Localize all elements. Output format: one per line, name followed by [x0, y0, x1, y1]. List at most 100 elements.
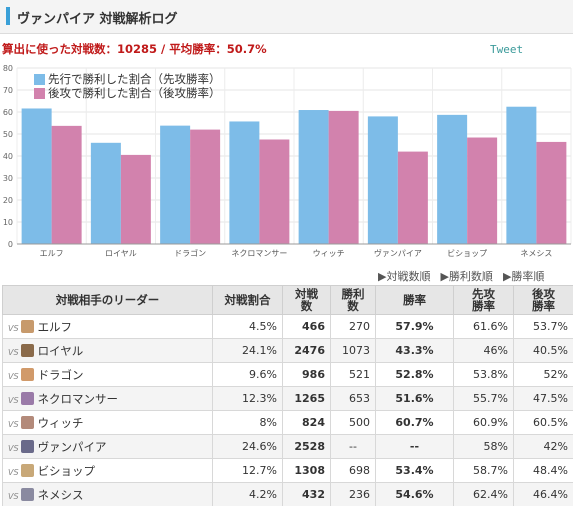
share-cell: 12.3%: [212, 386, 283, 411]
y-tick-label: 80: [3, 64, 13, 73]
bar-second-3: [259, 139, 290, 244]
first-cell: 61.6%: [453, 314, 514, 339]
leader-cell: VS ウィッチ: [2, 410, 213, 435]
wins-cell: --: [330, 434, 376, 459]
col-header-first[interactable]: 先攻 勝率: [453, 285, 514, 315]
y-tick-label: 30: [3, 174, 13, 183]
matches-cell: 2528: [282, 434, 331, 459]
bar-second-2: [190, 129, 221, 244]
chart-legend: 先行で勝利した割合（先攻勝率） 後攻で勝利した割合（後攻勝率）: [34, 72, 221, 100]
share-cell: 4.5%: [212, 314, 283, 339]
necromancer-icon: [20, 391, 34, 405]
bar-first-1: [90, 142, 121, 244]
bar-first-2: [160, 125, 191, 244]
first-cell: 58.7%: [453, 458, 514, 483]
winrate-cell: 60.7%: [375, 410, 454, 435]
matches-cell: 2476: [282, 338, 331, 363]
share-cell: 4.2%: [212, 482, 283, 506]
wins-cell: 521: [330, 362, 376, 387]
leader-name: ロイヤル: [37, 343, 84, 358]
second-cell: 60.5%: [513, 410, 573, 435]
vs-label: VS: [8, 395, 19, 405]
col-header-first-label: 先攻 勝率: [472, 287, 495, 313]
matches-cell: 466: [282, 314, 331, 339]
winrate-cell: 52.8%: [375, 362, 454, 387]
table-row: VS ネクロマンサー 12.3% 1265 653 51.6% 55.7% 47.5%: [2, 386, 573, 411]
vs-label: VS: [8, 467, 19, 477]
matches-cell: 432: [282, 482, 331, 506]
y-tick-label: 40: [3, 152, 13, 161]
x-tick-label: ネメシス: [520, 249, 552, 258]
bar-first-7: [506, 106, 537, 244]
col-header-winrate[interactable]: 勝率: [375, 285, 454, 315]
vampire-icon: [20, 439, 34, 453]
winrate-cell: 51.6%: [375, 386, 454, 411]
col-header-matches[interactable]: 対戦数: [282, 285, 331, 315]
y-tick-label: 70: [3, 86, 13, 95]
col-header-matches-label: 対戦数: [295, 287, 318, 313]
legend-item-first: 先行で勝利した割合（先攻勝率）: [34, 72, 221, 86]
x-tick-label: ドラゴン: [174, 248, 206, 258]
second-cell: 42%: [513, 434, 573, 459]
x-tick-label: ヴァンパイア: [374, 248, 422, 258]
vs-label: VS: [8, 491, 19, 501]
col-header-wins[interactable]: 勝利数: [330, 285, 376, 315]
second-cell: 46.4%: [513, 482, 573, 506]
col-header-leader[interactable]: 対戦相手のリーダー: [2, 285, 213, 315]
leader-name: ネクロマンサー: [37, 391, 119, 406]
winrate-cell: 53.4%: [375, 458, 454, 483]
bar-first-3: [229, 121, 260, 244]
vs-label: VS: [8, 443, 19, 453]
bar-second-7: [536, 141, 567, 244]
col-header-second[interactable]: 後攻 勝率: [513, 285, 573, 315]
share-cell: 24.6%: [212, 434, 283, 459]
wins-cell: 270: [330, 314, 376, 339]
y-tick-label: 50: [3, 130, 13, 139]
col-header-share[interactable]: 対戦割合: [212, 285, 283, 315]
x-tick-label: エルフ: [40, 249, 64, 258]
col-header-wins-label: 勝利数: [341, 287, 365, 313]
winrate-cell: 57.9%: [375, 314, 454, 339]
share-cell: 24.1%: [212, 338, 283, 363]
second-cell: 47.5%: [513, 386, 573, 411]
first-cell: 60.9%: [453, 410, 514, 435]
matches-cell: 986: [282, 362, 331, 387]
sort-by-wins-link[interactable]: ▶勝利数順: [440, 270, 493, 283]
bar-first-4: [298, 110, 329, 244]
legend-label-first: 先行で勝利した割合（先攻勝率）: [48, 72, 221, 86]
royal-icon: [20, 343, 34, 357]
bar-first-6: [437, 114, 468, 244]
table-body: VS エルフ 4.5% 466 270 57.9% 61.6% 53.7% VS ロイヤル 24.1…: [2, 314, 573, 506]
x-tick-label: ウィッチ: [313, 249, 345, 258]
tweet-button[interactable]: Tweet: [490, 43, 524, 56]
share-cell: 8%: [212, 410, 283, 435]
sort-by-winrate-link[interactable]: ▶勝率順: [502, 270, 545, 283]
y-tick-label: 10: [3, 218, 13, 227]
vs-label: VS: [8, 371, 19, 381]
leader-cell: VS ネメシス: [2, 482, 213, 506]
second-cell: 52%: [513, 362, 573, 387]
bar-second-6: [467, 137, 498, 244]
wins-cell: 1073: [330, 338, 376, 363]
leader-name: ビショップ: [37, 463, 96, 478]
y-tick-label: 0: [8, 240, 13, 249]
summary-text: 算出に使った対戦数：10285 / 平均勝率：50.7%: [2, 42, 267, 56]
leader-cell: VS ドラゴン: [2, 362, 213, 387]
matches-cell: 1265: [282, 386, 331, 411]
leader-name: ネメシス: [37, 487, 84, 502]
first-cell: 55.7%: [453, 386, 514, 411]
second-cell: 53.7%: [513, 314, 573, 339]
first-cell: 62.4%: [453, 482, 514, 506]
witch-icon: [20, 415, 34, 429]
wins-cell: 236: [330, 482, 376, 506]
leader-cell: VS ビショップ: [2, 458, 213, 483]
bar-second-1: [120, 154, 151, 244]
table-row: VS ウィッチ 8% 824 500 60.7% 60.9% 60.5%: [2, 410, 573, 435]
sort-by-matches-link[interactable]: ▶対戦数順: [378, 270, 431, 283]
share-cell: 9.6%: [212, 362, 283, 387]
winrate-cell: --: [375, 434, 454, 459]
leader-cell: VS ロイヤル: [2, 338, 213, 363]
nemesis-icon: [20, 487, 34, 501]
legend-item-second: 後攻で勝利した割合（後攻勝率）: [34, 86, 221, 100]
y-tick-label: 60: [3, 108, 13, 117]
